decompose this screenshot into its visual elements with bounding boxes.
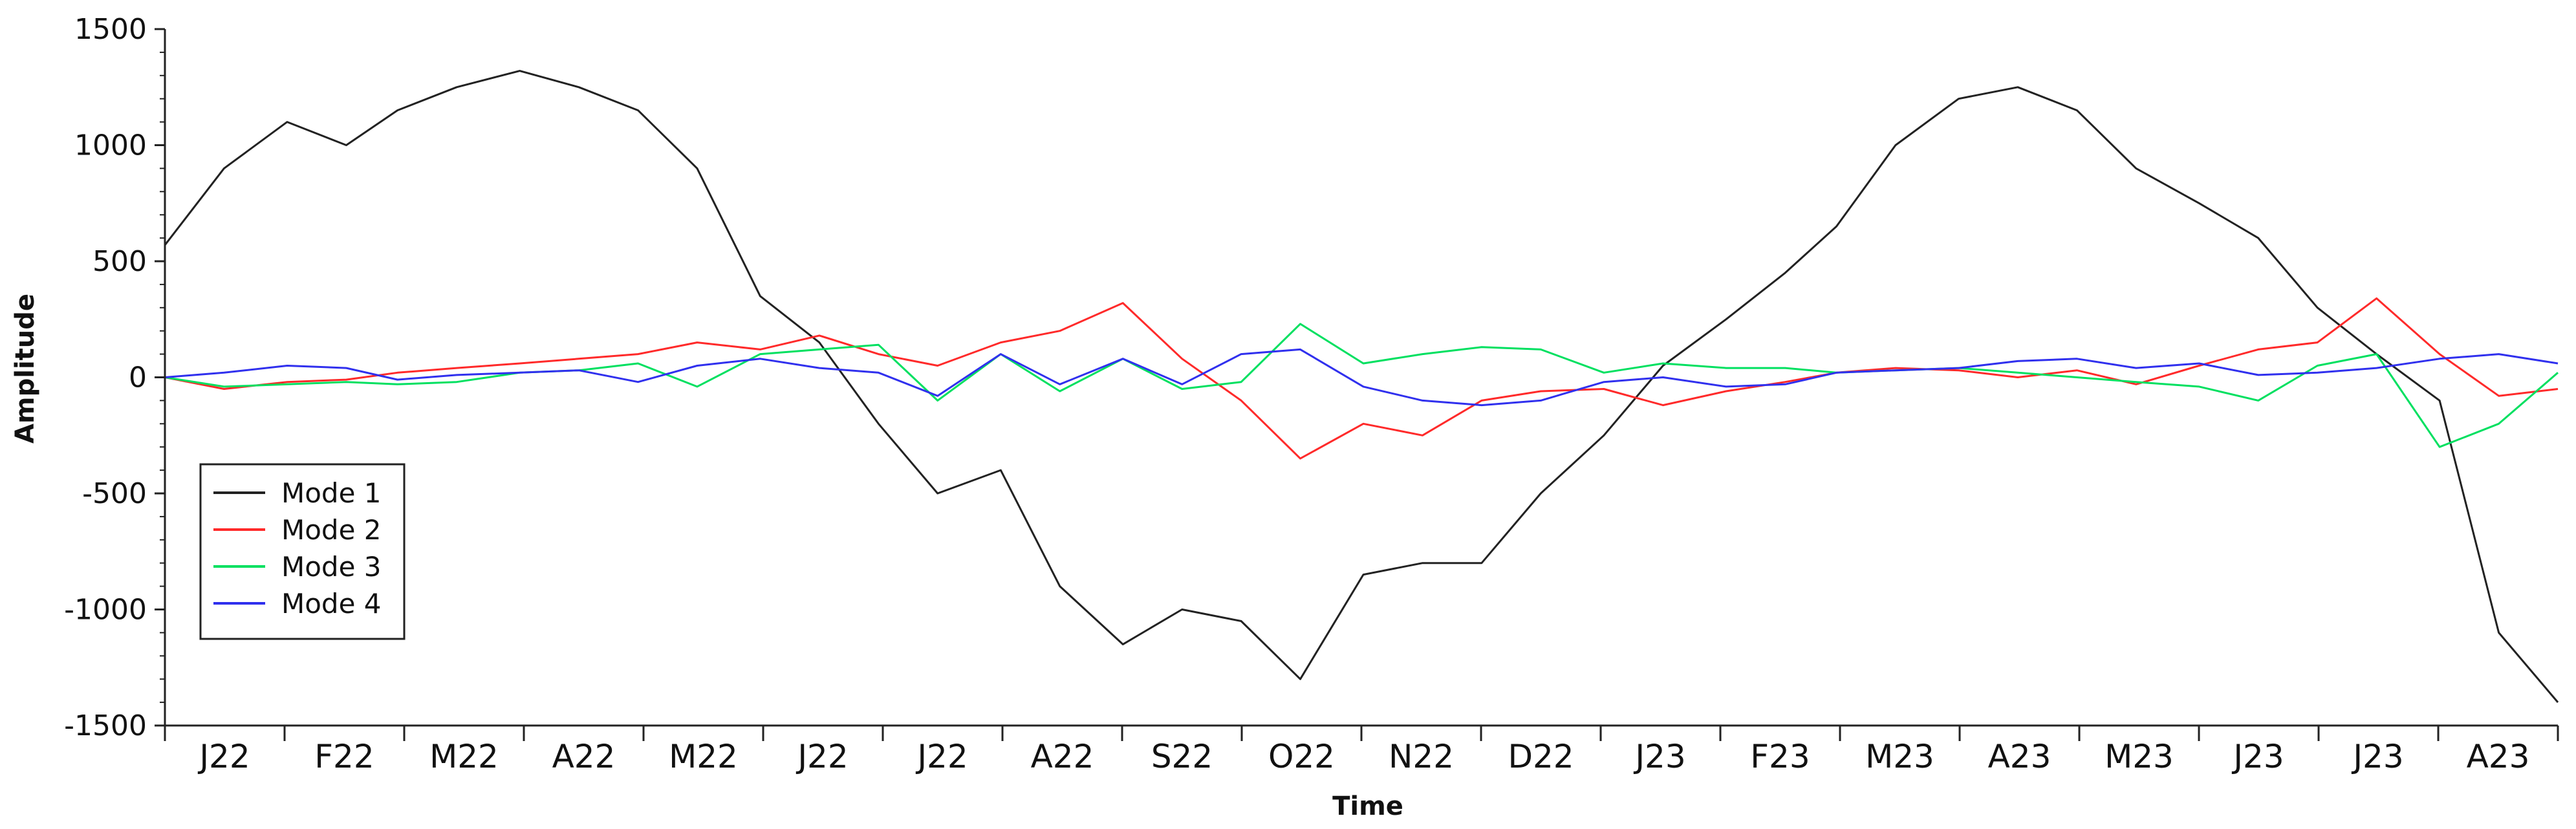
- y-tick-label: -1000: [64, 594, 147, 627]
- x-tick-label: M22: [429, 738, 499, 775]
- y-tick-label: -1500: [64, 709, 147, 742]
- x-tick-label: S22: [1151, 738, 1213, 775]
- x-tick-label: M23: [1865, 738, 1934, 775]
- y-tick-label: 1500: [74, 13, 147, 46]
- x-tick-label: J22: [796, 738, 848, 775]
- y-axis-title: Amplitude: [10, 294, 40, 444]
- y-tick-label: 0: [129, 361, 147, 394]
- x-tick-label: J23: [2231, 738, 2284, 775]
- series-line-1: [164, 70, 2559, 704]
- y-tick-label: -500: [82, 477, 147, 510]
- x-tick-label: A22: [1031, 738, 1094, 775]
- y-tick-label: 1000: [74, 129, 147, 162]
- y-axis: -1500 -1000 -500 0 500 1000 1500: [64, 13, 166, 742]
- legend-label: Mode 3: [281, 551, 382, 583]
- x-tick-label: J23: [1633, 738, 1685, 775]
- x-tick-label: M22: [669, 738, 738, 775]
- x-axis: J22 F22 M22 A22 M22 J22 J22 A22 S22 O22 N22 D22 J23 F…: [164, 724, 2559, 775]
- x-tick-label: J22: [915, 738, 968, 775]
- x-tick-label: J22: [197, 738, 250, 775]
- series-line-4: [164, 348, 2559, 407]
- x-tick-label: A23: [2467, 738, 2530, 775]
- x-tick-label: O22: [1268, 738, 1335, 775]
- x-tick-label: J23: [2351, 738, 2403, 775]
- x-axis-title: Time: [1332, 791, 1403, 821]
- x-tick-label: D22: [1508, 738, 1574, 775]
- legend-label: Mode 4: [281, 588, 382, 619]
- x-tick-label: F23: [1750, 738, 1810, 775]
- legend-label: Mode 2: [281, 514, 382, 546]
- x-tick-label: N22: [1389, 738, 1454, 775]
- legend: Mode 1 Mode 2 Mode 3 Mode 4: [199, 463, 406, 640]
- x-tick-label: A22: [552, 738, 616, 775]
- x-tick-label: M23: [2105, 738, 2174, 775]
- y-tick-label: 500: [92, 245, 147, 278]
- legend-label: Mode 1: [281, 477, 382, 509]
- x-tick-label: F22: [314, 738, 374, 775]
- series-lines: [164, 70, 2559, 704]
- series-line-2: [164, 297, 2559, 460]
- x-tick-label: A23: [1988, 738, 2051, 775]
